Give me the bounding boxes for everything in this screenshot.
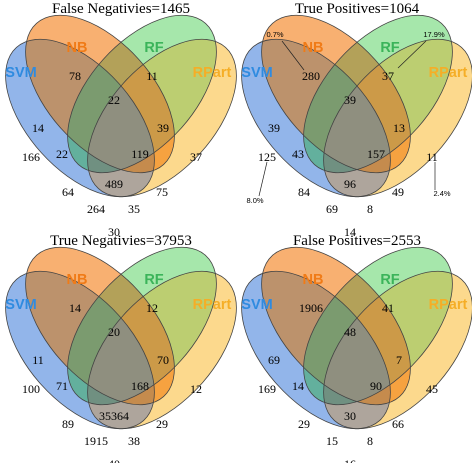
region-count-svm-rpart: 30	[108, 225, 120, 239]
region-count-nb-only: 78	[69, 69, 81, 83]
region-count-svm-rpart: 16	[344, 457, 356, 463]
region-count-svm-rf-rpart: 1915	[84, 434, 108, 448]
region-count-rpart-only: 45	[426, 382, 438, 396]
set-label-rf: RF	[144, 272, 163, 288]
panel-title: False Positives=2553	[293, 233, 421, 249]
region-count-svm-nb-rf: 14	[292, 379, 304, 393]
region-count-nb-rf-rpart: 168	[131, 379, 149, 393]
region-count-svm-rpart: 14	[344, 225, 356, 239]
panel-title: False Negativies=1465	[52, 1, 190, 17]
region-count-rpart-only: 12	[190, 382, 202, 396]
set-label-rpart: RPart	[429, 297, 468, 313]
set-label-svm: SVM	[5, 65, 36, 81]
set-label-nb: NB	[67, 40, 88, 56]
annotation-nb-only: 0.7%	[266, 30, 283, 39]
venn-ellipses	[213, 220, 472, 456]
region-count-svm-rf: 29	[298, 417, 310, 431]
set-label-nb: NB	[303, 272, 324, 288]
region-count-nb-only: 280	[302, 69, 320, 83]
region-count-svm-only: 166	[22, 150, 40, 164]
region-count-svm-only: 169	[258, 382, 276, 396]
region-count-svm-nb-rf: 43	[292, 147, 304, 161]
venn-ellipses	[0, 0, 265, 224]
region-count-rf-only: 37	[382, 69, 394, 83]
region-count-svm-nb: 39	[268, 121, 280, 135]
set-label-rf: RF	[380, 40, 399, 56]
venn-panel-true-positives: True Positives=1064 SVM NB RF RPart 280 37 125…	[213, 0, 472, 239]
venn-ellipses	[0, 220, 265, 456]
set-label-rpart: RPart	[193, 65, 232, 81]
set-label-svm: SVM	[241, 65, 272, 81]
region-count-rpart-only: 37	[190, 150, 202, 164]
region-count-all: 30	[344, 409, 356, 423]
region-count-svm-rf-rpart: 69	[326, 202, 338, 216]
region-count-svm-only: 100	[22, 382, 40, 396]
region-count-nb-only: 14	[69, 301, 81, 315]
panel-title: True Positives=1064	[295, 1, 420, 17]
region-count-svm-rf: 64	[62, 185, 74, 199]
region-count-nb-rf-rpart: 90	[370, 379, 382, 393]
annotation-leader-svm-only	[258, 161, 268, 197]
set-label-nb: NB	[303, 40, 324, 56]
region-count-svm-nb: 11	[32, 353, 44, 367]
region-count-nb-rf-rpart: 157	[367, 147, 385, 161]
region-count-nb-rf: 20	[108, 325, 120, 339]
region-count-rf-only: 41	[382, 301, 394, 315]
region-count-svm-nb: 14	[32, 121, 44, 135]
region-count-svm-rf-rpart: 15	[326, 434, 338, 448]
region-count-rf-only: 11	[146, 69, 158, 83]
region-count-all: 96	[344, 177, 356, 191]
annotation-rf-only: 17.9%	[423, 30, 445, 39]
set-label-rpart: RPart	[193, 297, 232, 313]
annotation-leader-nb-only	[281, 40, 305, 71]
region-count-nb-rf-rpart: 119	[131, 147, 149, 161]
region-count-all: 489	[105, 177, 123, 191]
panel-title: True Negativies=37953	[50, 233, 192, 249]
venn-panel-false-negatives: False Negativies=1465 SVM NB RF RPart 78 11 16…	[0, 0, 265, 239]
region-count-rf-only: 12	[146, 301, 158, 315]
set-label-nb: NB	[67, 272, 88, 288]
region-count-rf-rpart: 13	[393, 121, 405, 135]
region-count-svm-rpart: 40	[108, 457, 120, 463]
set-label-rpart: RPart	[429, 65, 468, 81]
set-label-rf: RF	[380, 272, 399, 288]
annotation-rpart-only: 2.4%	[433, 189, 450, 198]
region-count-svm-nb-rpart: 8	[367, 202, 373, 216]
region-count-nb-rpart: 29	[156, 417, 168, 431]
region-count-svm-nb-rf: 71	[56, 379, 68, 393]
region-count-svm-nb: 69	[268, 353, 280, 367]
region-count-rf-rpart: 7	[396, 353, 402, 367]
annotation-leader-rf-only	[397, 40, 427, 69]
set-label-rf: RF	[144, 40, 163, 56]
region-count-svm-nb-rf: 22	[56, 147, 68, 161]
region-count-svm-rf-rpart: 264	[87, 202, 105, 216]
region-count-svm-rf: 89	[62, 417, 74, 431]
region-count-nb-only: 1906	[299, 301, 323, 315]
region-count-rf-rpart: 70	[157, 353, 169, 367]
region-count-nb-rpart: 49	[392, 185, 404, 199]
region-count-svm-nb-rpart: 8	[367, 434, 373, 448]
region-count-nb-rf: 22	[108, 93, 120, 107]
venn-panel-true-negatives: True Negativies=37953 SVM NB RF RPart 14 12 10…	[0, 220, 265, 463]
region-count-nb-rpart: 75	[156, 185, 168, 199]
annotation-svm-only: 8.0%	[246, 196, 263, 205]
region-count-svm-rf: 84	[298, 185, 310, 199]
region-count-nb-rf: 39	[344, 93, 356, 107]
set-label-svm: SVM	[241, 297, 272, 313]
region-count-svm-nb-rpart: 35	[128, 202, 140, 216]
region-count-svm-nb-rpart: 38	[128, 434, 140, 448]
region-count-nb-rf: 48	[344, 325, 356, 339]
region-count-nb-rpart: 66	[392, 417, 404, 431]
region-count-all: 35364	[99, 409, 129, 423]
region-count-svm-only: 125	[258, 150, 276, 164]
region-count-rpart-only: 11	[426, 150, 438, 164]
set-label-svm: SVM	[5, 297, 36, 313]
region-count-rf-rpart: 39	[157, 121, 169, 135]
venn-panel-false-positives: False Positives=2553 SVM NB RF RPart 1906 41 1…	[213, 220, 472, 463]
